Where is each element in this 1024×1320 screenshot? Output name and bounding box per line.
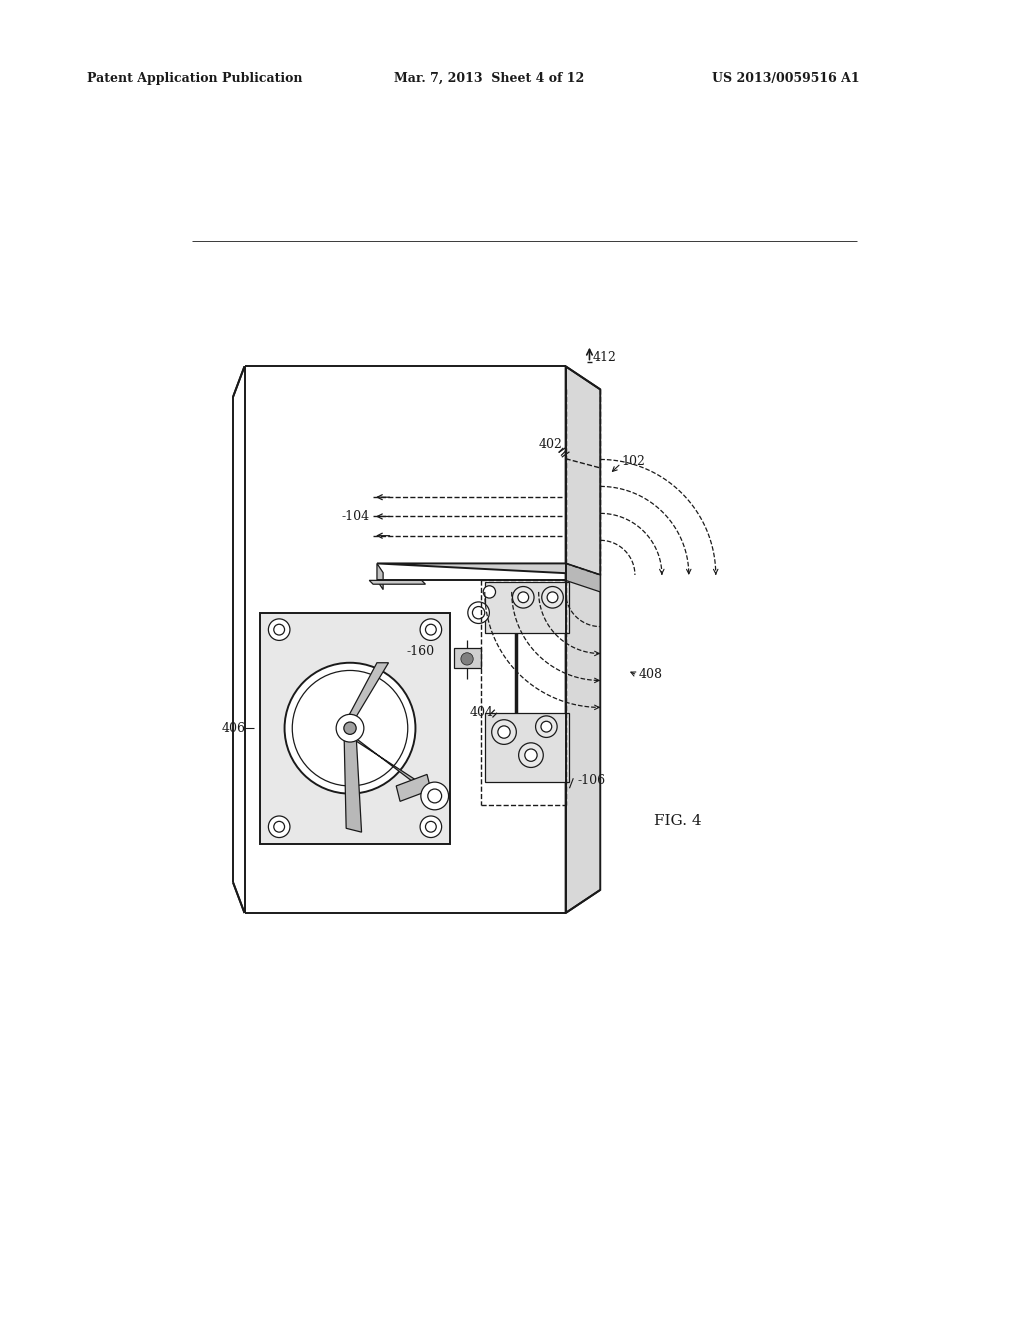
Polygon shape bbox=[346, 663, 388, 721]
Text: 404: 404 bbox=[469, 706, 494, 719]
Circle shape bbox=[518, 743, 544, 767]
Circle shape bbox=[536, 715, 557, 738]
Circle shape bbox=[273, 821, 285, 832]
Circle shape bbox=[461, 653, 473, 665]
Circle shape bbox=[492, 719, 516, 744]
Text: -106: -106 bbox=[578, 774, 605, 787]
Polygon shape bbox=[377, 564, 383, 590]
Circle shape bbox=[472, 607, 484, 619]
Circle shape bbox=[541, 721, 552, 733]
Text: 412: 412 bbox=[593, 351, 616, 363]
Polygon shape bbox=[454, 648, 481, 668]
Circle shape bbox=[421, 781, 449, 810]
Text: 402: 402 bbox=[539, 438, 562, 451]
Circle shape bbox=[420, 816, 441, 837]
Circle shape bbox=[547, 591, 558, 603]
Circle shape bbox=[518, 591, 528, 603]
Circle shape bbox=[342, 721, 357, 737]
Polygon shape bbox=[370, 581, 425, 585]
Circle shape bbox=[428, 789, 441, 803]
Circle shape bbox=[542, 586, 563, 609]
Text: 102: 102 bbox=[622, 454, 646, 467]
Circle shape bbox=[292, 671, 408, 785]
Text: -160: -160 bbox=[407, 644, 435, 657]
Circle shape bbox=[512, 586, 535, 609]
Circle shape bbox=[425, 821, 436, 832]
Polygon shape bbox=[344, 725, 361, 832]
Circle shape bbox=[268, 619, 290, 640]
Text: FIG. 4: FIG. 4 bbox=[654, 813, 701, 828]
Polygon shape bbox=[484, 713, 569, 781]
Text: Mar. 7, 2013  Sheet 4 of 12: Mar. 7, 2013 Sheet 4 of 12 bbox=[394, 71, 585, 84]
Polygon shape bbox=[396, 775, 431, 801]
Circle shape bbox=[336, 714, 364, 742]
Text: US 2013/0059516 A1: US 2013/0059516 A1 bbox=[712, 71, 859, 84]
Circle shape bbox=[273, 624, 285, 635]
Circle shape bbox=[483, 586, 496, 598]
Polygon shape bbox=[260, 612, 451, 843]
Polygon shape bbox=[377, 564, 600, 576]
Text: Patent Application Publication: Patent Application Publication bbox=[87, 71, 302, 84]
Text: 406: 406 bbox=[221, 722, 246, 735]
Circle shape bbox=[468, 602, 489, 623]
Circle shape bbox=[344, 722, 356, 734]
Circle shape bbox=[425, 624, 436, 635]
Circle shape bbox=[498, 726, 510, 738]
Polygon shape bbox=[565, 367, 600, 913]
Polygon shape bbox=[565, 564, 600, 591]
Circle shape bbox=[285, 663, 416, 793]
Circle shape bbox=[525, 748, 538, 762]
Circle shape bbox=[420, 619, 441, 640]
Circle shape bbox=[268, 816, 290, 837]
Polygon shape bbox=[484, 582, 569, 632]
Polygon shape bbox=[342, 733, 438, 801]
Text: -104: -104 bbox=[341, 510, 370, 523]
Text: 408: 408 bbox=[639, 668, 663, 681]
